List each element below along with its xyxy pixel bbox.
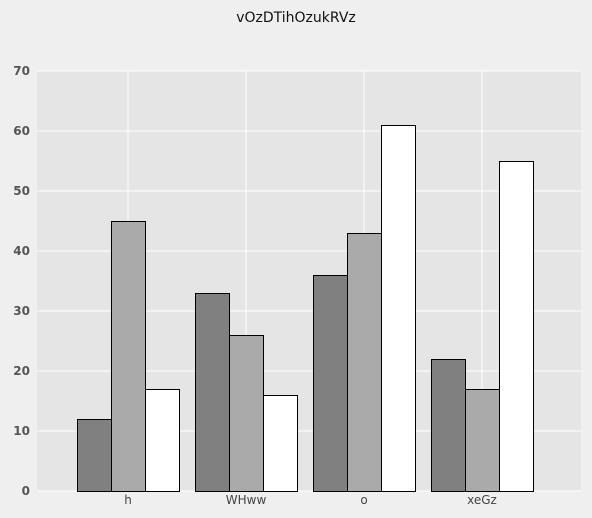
- y-tick-label: 40: [13, 244, 30, 258]
- bar-series-2-xeGz: [465, 389, 500, 492]
- bar-series-3-h: [145, 389, 180, 492]
- y-tick-label: 20: [13, 364, 30, 378]
- bar-series-1-WHww: [195, 293, 230, 492]
- y-tick-label: 30: [13, 304, 30, 318]
- x-tick-label: WHww: [226, 493, 267, 507]
- x-tick-label: xeGz: [467, 493, 497, 507]
- y-tick-label: 50: [13, 184, 30, 198]
- bar-series-1-h: [77, 419, 112, 492]
- bar-series-3-o: [381, 125, 416, 492]
- y-tick-label: 70: [13, 64, 30, 78]
- x-tick-label: h: [124, 493, 132, 507]
- bar-series-2-o: [347, 233, 382, 492]
- y-tick-label: 0: [22, 484, 30, 498]
- y-tick-label: 10: [13, 424, 30, 438]
- tick-labels: 0 10 20 30 40 50 60 70 h WHww o xeGz: [13, 64, 497, 507]
- bar-series-3-xeGz: [499, 161, 534, 492]
- bar-series-3-WHww: [263, 395, 298, 492]
- bar-series-2-h: [111, 221, 146, 492]
- bar-series-1-xeGz: [431, 359, 466, 492]
- chart-title: vOzDTihOzukRVz: [236, 10, 356, 26]
- bar-series-1-o: [313, 275, 348, 492]
- bars: [77, 125, 534, 492]
- x-tick-label: o: [360, 493, 367, 507]
- y-tick-label: 60: [13, 124, 30, 138]
- bar-series-2-WHww: [229, 335, 264, 492]
